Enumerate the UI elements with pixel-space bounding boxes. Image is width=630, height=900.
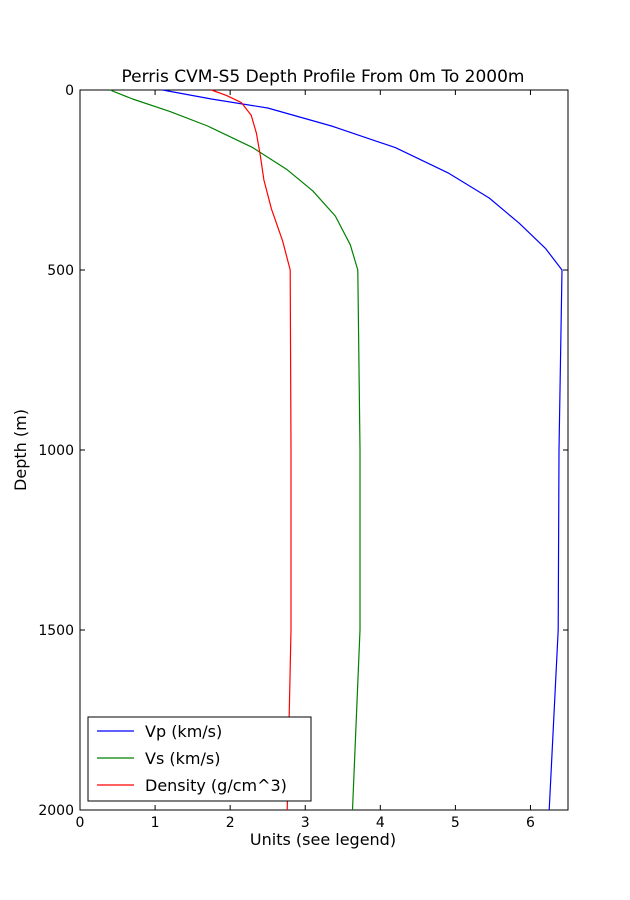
x-tick-label: 2 [226, 815, 235, 831]
x-axis-label: Units (see legend) [250, 830, 396, 849]
series-line-vs [109, 89, 361, 811]
legend: Vp (km/s) Vs (km/s) Density (g/cm^3) [87, 716, 312, 802]
y-tick-label: 2000 [38, 803, 74, 819]
legend-label-density: Density (g/cm^3) [145, 776, 287, 795]
x-tick-label: 1 [151, 815, 160, 831]
x-tick-label: 6 [526, 815, 535, 831]
y-tick-label: 1500 [38, 623, 74, 639]
plot-area [79, 89, 569, 811]
chart-title: Perris CVM-S5 Depth Profile From 0m To 2… [122, 67, 525, 87]
x-tick-label: 4 [376, 815, 385, 831]
plot-frame [79, 89, 569, 811]
legend-label-vp: Vp (km/s) [145, 722, 222, 741]
y-axis: 0 500 1000 1500 2000 [38, 83, 568, 819]
y-axis-label: Depth (m) [11, 409, 30, 491]
x-tick-label: 3 [301, 815, 310, 831]
series-line-density [211, 89, 292, 811]
legend-label-vs: Vs (km/s) [145, 749, 220, 768]
y-tick-label: 0 [65, 83, 74, 99]
y-tick-label: 1000 [38, 443, 74, 459]
series-lines [109, 89, 563, 811]
x-axis: 0 1 2 3 4 5 6 [76, 90, 535, 831]
series-line-vp [162, 89, 563, 811]
x-tick-label: 5 [451, 815, 460, 831]
x-tick-label: 0 [76, 815, 85, 831]
y-tick-label: 500 [47, 263, 74, 279]
